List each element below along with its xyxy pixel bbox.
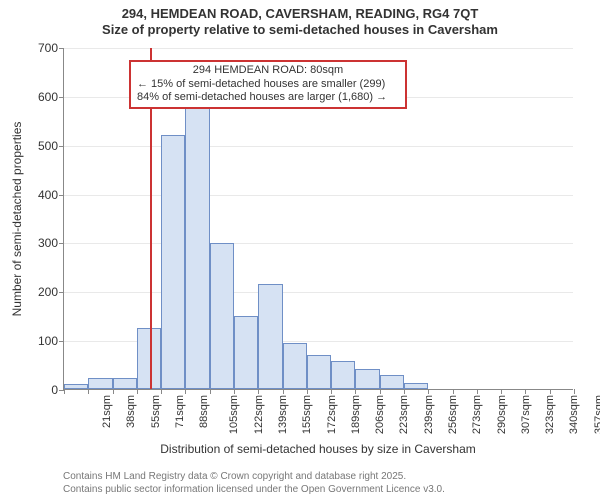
histogram-bar [64, 384, 88, 389]
plot-region: 010020030040050060070021sqm38sqm55sqm71s… [63, 48, 573, 390]
title-line2: Size of property relative to semi-detach… [0, 22, 600, 38]
x-tick-label: 55sqm [150, 395, 162, 428]
histogram-bar [185, 108, 209, 389]
grid-line [64, 146, 573, 147]
x-tick-label: 88sqm [198, 395, 210, 428]
histogram-bar [307, 355, 331, 389]
x-tick-mark [64, 389, 65, 394]
x-tick-label: 323sqm [544, 395, 556, 434]
x-tick-label: 172sqm [326, 395, 338, 434]
grid-line [64, 292, 573, 293]
histogram-bar [404, 383, 428, 389]
x-tick-mark [477, 389, 478, 394]
x-tick-mark [355, 389, 356, 394]
x-tick-label: 307sqm [520, 395, 532, 434]
x-tick-mark [283, 389, 284, 394]
histogram-bar [234, 316, 258, 389]
x-tick-mark [185, 389, 186, 394]
x-tick-label: 139sqm [277, 395, 289, 434]
x-tick-label: 189sqm [350, 395, 362, 434]
x-tick-label: 71sqm [174, 395, 186, 428]
x-tick-mark [137, 389, 138, 394]
histogram-bar [380, 375, 404, 389]
y-axis-label: Number of semi-detached properties [10, 122, 24, 317]
footer-line1: Contains HM Land Registry data © Crown c… [63, 471, 600, 484]
x-tick-mark [404, 389, 405, 394]
x-axis-label: Distribution of semi-detached houses by … [160, 442, 475, 456]
x-tick-label: 239sqm [423, 395, 435, 434]
x-tick-mark [428, 389, 429, 394]
attribution-footer: Contains HM Land Registry data © Crown c… [63, 471, 600, 496]
x-tick-mark [258, 389, 259, 394]
x-tick-mark [234, 389, 235, 394]
x-tick-label: 273sqm [471, 395, 483, 434]
annotation-box: 294 HEMDEAN ROAD: 80sqm← 15% of semi-det… [129, 60, 407, 109]
y-tick-label: 400 [38, 188, 64, 202]
grid-line [64, 195, 573, 196]
x-tick-mark [380, 389, 381, 394]
x-tick-label: 206sqm [374, 395, 386, 434]
x-tick-label: 290sqm [496, 395, 508, 434]
x-tick-label: 155sqm [301, 395, 313, 434]
annotation-line: ← 15% of semi-detached houses are smalle… [137, 78, 399, 92]
annotation-line: 294 HEMDEAN ROAD: 80sqm [137, 64, 399, 78]
x-tick-label: 357sqm [593, 395, 600, 434]
x-tick-mark [161, 389, 162, 394]
x-tick-mark [550, 389, 551, 394]
chart-title: 294, HEMDEAN ROAD, CAVERSHAM, READING, R… [0, 0, 600, 39]
x-tick-label: 256sqm [447, 395, 459, 434]
x-tick-mark [210, 389, 211, 394]
x-tick-label: 21sqm [101, 395, 113, 428]
grid-line [64, 243, 573, 244]
grid-line [64, 48, 573, 49]
histogram-bar [283, 343, 307, 389]
annotation-line: 84% of semi-detached houses are larger (… [137, 91, 399, 105]
x-tick-label: 223sqm [399, 395, 411, 434]
x-tick-label: 340sqm [569, 395, 581, 434]
x-tick-mark [574, 389, 575, 394]
x-tick-mark [331, 389, 332, 394]
x-tick-label: 38sqm [125, 395, 137, 428]
title-line1: 294, HEMDEAN ROAD, CAVERSHAM, READING, R… [0, 6, 600, 22]
y-tick-label: 100 [38, 334, 64, 348]
x-tick-mark [307, 389, 308, 394]
histogram-bar [137, 328, 161, 389]
histogram-bar [88, 378, 112, 389]
x-tick-label: 122sqm [253, 395, 265, 434]
histogram-bar [210, 243, 234, 389]
histogram-bar [355, 369, 379, 389]
histogram-bar [113, 378, 137, 389]
histogram-bar [161, 135, 185, 389]
y-tick-label: 700 [38, 41, 64, 55]
chart-area: 010020030040050060070021sqm38sqm55sqm71s… [63, 48, 573, 390]
y-tick-label: 300 [38, 236, 64, 250]
x-tick-mark [88, 389, 89, 394]
histogram-bar [331, 361, 355, 389]
x-tick-mark [501, 389, 502, 394]
x-tick-mark [453, 389, 454, 394]
histogram-bar [258, 284, 282, 389]
y-tick-label: 200 [38, 285, 64, 299]
y-tick-label: 500 [38, 139, 64, 153]
x-tick-mark [113, 389, 114, 394]
y-tick-label: 0 [51, 383, 64, 397]
y-tick-label: 600 [38, 90, 64, 104]
footer-line2: Contains public sector information licen… [63, 484, 600, 497]
x-tick-mark [525, 389, 526, 394]
x-tick-label: 105sqm [229, 395, 241, 434]
